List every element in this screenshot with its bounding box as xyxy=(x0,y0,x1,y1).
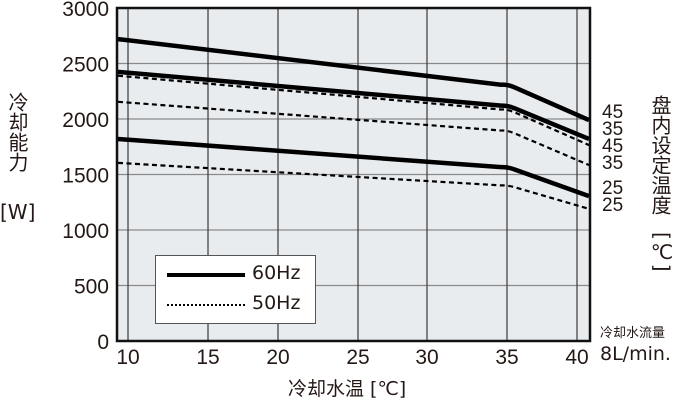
x-tick-label: 25 xyxy=(346,346,369,369)
flow-label: 冷却水流量 xyxy=(600,326,666,341)
end-label-60hz-35: 35 xyxy=(602,119,624,140)
x-tick-label: 10 xyxy=(116,346,139,369)
y-tick-label: 500 xyxy=(74,276,109,299)
x-tick-label: 35 xyxy=(495,346,518,369)
x-axis-label: 冷却水温 [℃] xyxy=(288,378,407,400)
x-tick-label: 20 xyxy=(266,346,289,369)
y-tick-label: 1000 xyxy=(62,220,109,243)
legend: 60Hz 50Hz xyxy=(155,255,316,324)
right-axis-unit: [℃] xyxy=(650,232,674,272)
series-line-0 xyxy=(117,36,590,123)
x-tick-label: 30 xyxy=(415,346,438,369)
x-tick-label: 40 xyxy=(565,346,588,369)
legend-60hz-label: 60Hz xyxy=(252,262,301,284)
end-label-60hz-45: 45 xyxy=(602,102,624,123)
legend-50hz-line xyxy=(167,304,245,306)
x-tick-label: 15 xyxy=(196,346,219,369)
right-axis-label: 盘内设定温度 xyxy=(648,95,672,215)
plot-frame xyxy=(115,6,592,343)
end-labels: 45 35 45 35 25 25 xyxy=(602,102,624,216)
y-tick-label: 2500 xyxy=(62,54,109,77)
y-axis-unit: [W] xyxy=(0,200,36,224)
series-line-3 xyxy=(117,100,590,167)
y-tick-label: 1500 xyxy=(62,165,109,188)
legend-50hz-label: 50Hz xyxy=(252,292,301,314)
series-line-5 xyxy=(117,161,590,210)
end-label-60hz-25: 25 xyxy=(602,178,624,199)
y-tick-label: 3000 xyxy=(62,0,109,21)
series-line-1 xyxy=(117,69,590,142)
end-label-50hz-25: 25 xyxy=(602,195,624,216)
end-label-50hz-45: 45 xyxy=(602,136,624,157)
series-line-4 xyxy=(117,136,590,199)
y-tick-label: 0 xyxy=(97,331,109,354)
y-tick-label: 2000 xyxy=(62,109,109,132)
legend-60hz-line xyxy=(167,273,245,277)
series-line-2 xyxy=(117,74,590,147)
flow-value: 8L/min. xyxy=(600,343,671,365)
y-axis-label: 冷却能力 xyxy=(5,92,29,172)
end-label-50hz-35: 35 xyxy=(602,153,624,174)
